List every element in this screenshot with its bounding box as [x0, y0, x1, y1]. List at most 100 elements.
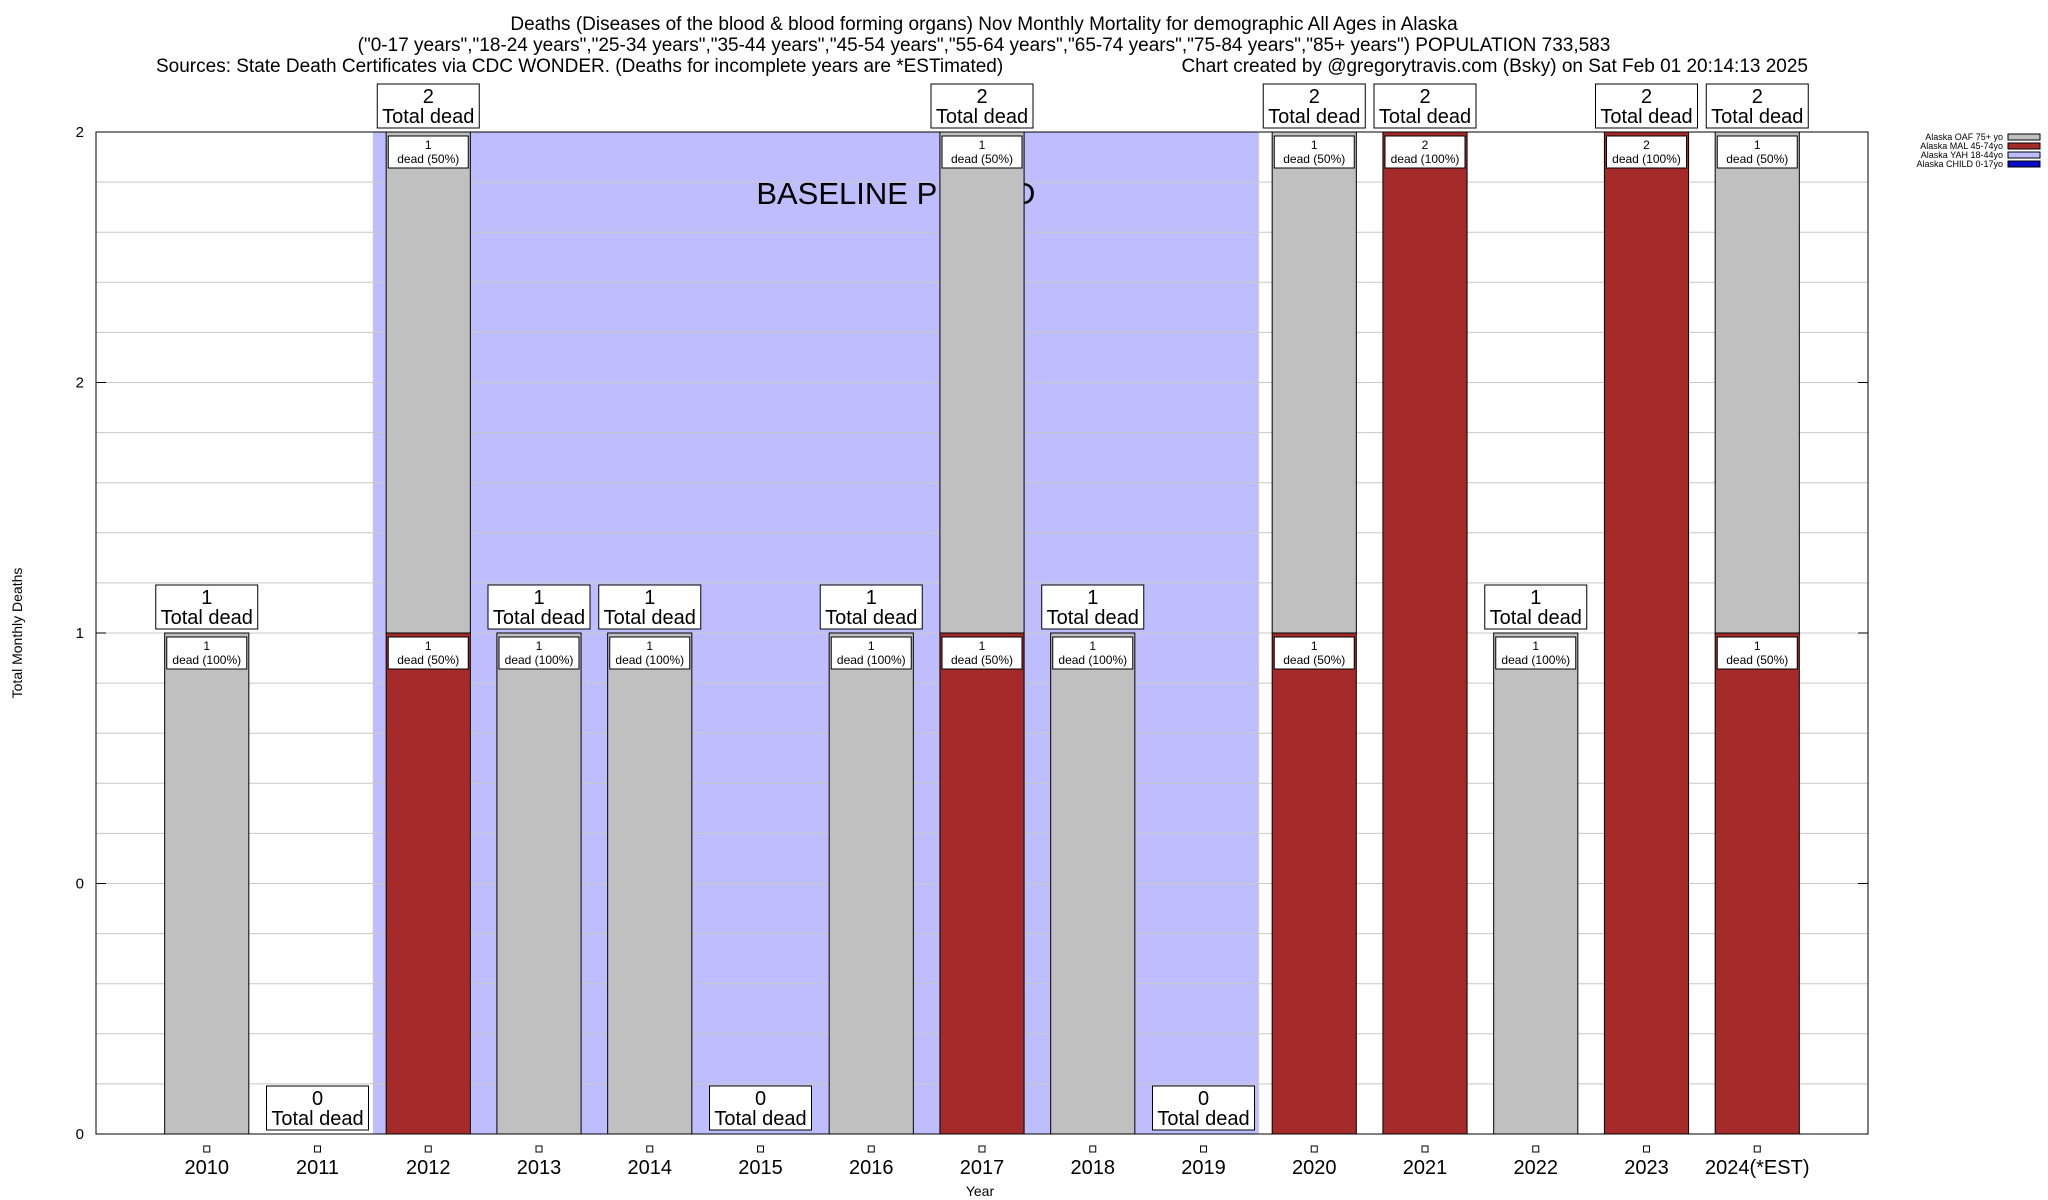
x-tick-marker — [424, 1145, 432, 1153]
total-label-text: Total dead — [382, 106, 474, 128]
total-label-box — [819, 584, 923, 630]
legend-label: Alaska CHILD 0-17yo — [1916, 159, 2003, 169]
segment-label-count: 1 — [646, 639, 653, 653]
total-label-text: Total dead — [604, 607, 696, 629]
total-label-count: 1 — [533, 587, 544, 609]
bar-segment — [1493, 632, 1579, 1135]
segment-label-count: 1 — [425, 639, 432, 653]
legend-label: Alaska OAF 75+ yo — [1925, 132, 2003, 142]
legend-swatch — [2007, 160, 2041, 168]
x-tick-marker — [1753, 1145, 1761, 1153]
segment-label-box — [1052, 636, 1134, 670]
total-label-count: 2 — [1641, 86, 1652, 108]
total-label-count: 0 — [312, 1088, 323, 1110]
total-label-text: Total dead — [1157, 1108, 1249, 1130]
x-tick-marker — [646, 1145, 654, 1153]
segment-label-box — [387, 636, 469, 670]
segment-label-pct: dead (50%) — [1283, 152, 1345, 166]
x-tick-label: 2013 — [517, 1157, 562, 1179]
bar-segment — [607, 632, 693, 1135]
segment-label-count: 1 — [425, 138, 432, 152]
x-tick-marker — [1643, 1145, 1650, 1153]
total-label-text: Total dead — [1711, 106, 1803, 128]
total-label-text: Total dead — [1047, 607, 1139, 629]
bar-segment — [385, 131, 471, 634]
x-tick-marker — [1421, 1145, 1429, 1153]
legend-swatch — [2007, 151, 2041, 159]
total-label-count: 2 — [976, 86, 987, 108]
total-label-text: Total dead — [1379, 106, 1471, 128]
segment-label-count: 2 — [1422, 138, 1429, 152]
total-label-box — [709, 1085, 812, 1131]
segment-label-count: 1 — [979, 639, 986, 653]
total-label-box — [1373, 83, 1477, 129]
bars — [164, 131, 1800, 1135]
segment-label-box — [1606, 135, 1687, 169]
total-label-count: 2 — [1419, 86, 1430, 108]
x-tick-marker — [203, 1145, 211, 1153]
segment-label-pct: dead (100%) — [1391, 152, 1460, 166]
x-axis: 2010 2011 2012 2013 2014 2015 2016 2017 2018 2019… — [185, 1145, 1810, 1179]
segment-label-pct: dead (100%) — [505, 653, 574, 667]
segment-label-box — [941, 135, 1023, 169]
total-label-box — [1262, 83, 1366, 129]
total-label-text: Total dead — [936, 106, 1028, 128]
segment-label-count: 1 — [203, 639, 210, 653]
total-label-count: 2 — [1752, 86, 1763, 108]
segment-label-pct: dead (50%) — [397, 653, 459, 667]
y-axis-title: Total Monthly Deaths — [9, 568, 25, 699]
segment-label-count: 2 — [1643, 138, 1650, 152]
chart-title: Deaths (Diseases of the blood & blood fo… — [510, 14, 1458, 35]
y-tick-label: 0 — [76, 1126, 84, 1143]
x-tick-label: 2020 — [1292, 1157, 1337, 1179]
segment-label-count: 1 — [1532, 639, 1539, 653]
bar-segment — [385, 632, 471, 1135]
segment-label-pct: dead (100%) — [615, 653, 684, 667]
x-tick-label: 2016 — [849, 1157, 894, 1179]
y-tick-label: 2 — [76, 124, 84, 141]
total-label-count: 1 — [201, 587, 212, 609]
x-tick-label: 2014 — [628, 1157, 673, 1179]
total-label-count: 2 — [423, 86, 434, 108]
chart-title-block: Deaths (Diseases of the blood & blood fo… — [156, 14, 1808, 77]
total-label-box — [1152, 1085, 1255, 1131]
bar-segment — [164, 632, 250, 1135]
segment-label-pct: dead (100%) — [837, 653, 906, 667]
x-tick-label: 2015 — [738, 1157, 783, 1179]
bar-segment — [1714, 632, 1800, 1135]
segment-label-count: 1 — [868, 639, 875, 653]
legend-label: Alaska YAH 18-44yo — [1921, 150, 2003, 160]
segment-label-box — [1273, 636, 1355, 670]
total-label-box — [1041, 584, 1145, 630]
segment-label-pct: dead (50%) — [951, 653, 1013, 667]
x-tick-label: 2024(*EST) — [1705, 1157, 1810, 1179]
x-tick-marker — [314, 1145, 321, 1153]
segment-label-pct: dead (50%) — [397, 152, 459, 166]
total-label-box — [1705, 83, 1809, 129]
total-label-box — [266, 1085, 369, 1131]
total-label-text: Total dead — [493, 607, 585, 629]
y-tick-label: 2 — [76, 375, 84, 392]
segment-label-box — [166, 636, 248, 670]
segment-label-box — [498, 636, 580, 670]
segment-label-box — [1716, 636, 1798, 670]
x-tick-label: 2017 — [960, 1157, 1005, 1179]
y-tick-label: 0 — [76, 876, 84, 893]
total-label-box — [598, 584, 702, 630]
x-tick-label: 2023 — [1624, 1157, 1669, 1179]
bar-segment — [1603, 131, 1690, 1135]
segment-label-count: 1 — [1089, 639, 1096, 653]
y-axis: 0 0 1 2 2 — [76, 124, 1868, 1143]
segment-label-count: 1 — [536, 639, 543, 653]
total-label-text: Total dead — [271, 1108, 363, 1130]
total-label-text: Total dead — [1600, 106, 1692, 128]
total-label-text: Total dead — [825, 607, 917, 629]
bar-segment — [496, 632, 582, 1135]
segment-label-count: 1 — [979, 138, 986, 152]
total-label-box — [1484, 584, 1588, 630]
chart-credit: Chart created by @gregorytravis.com (Bsk… — [1181, 56, 1808, 77]
bar-segment — [1714, 131, 1800, 634]
segment-label-box — [609, 636, 691, 670]
